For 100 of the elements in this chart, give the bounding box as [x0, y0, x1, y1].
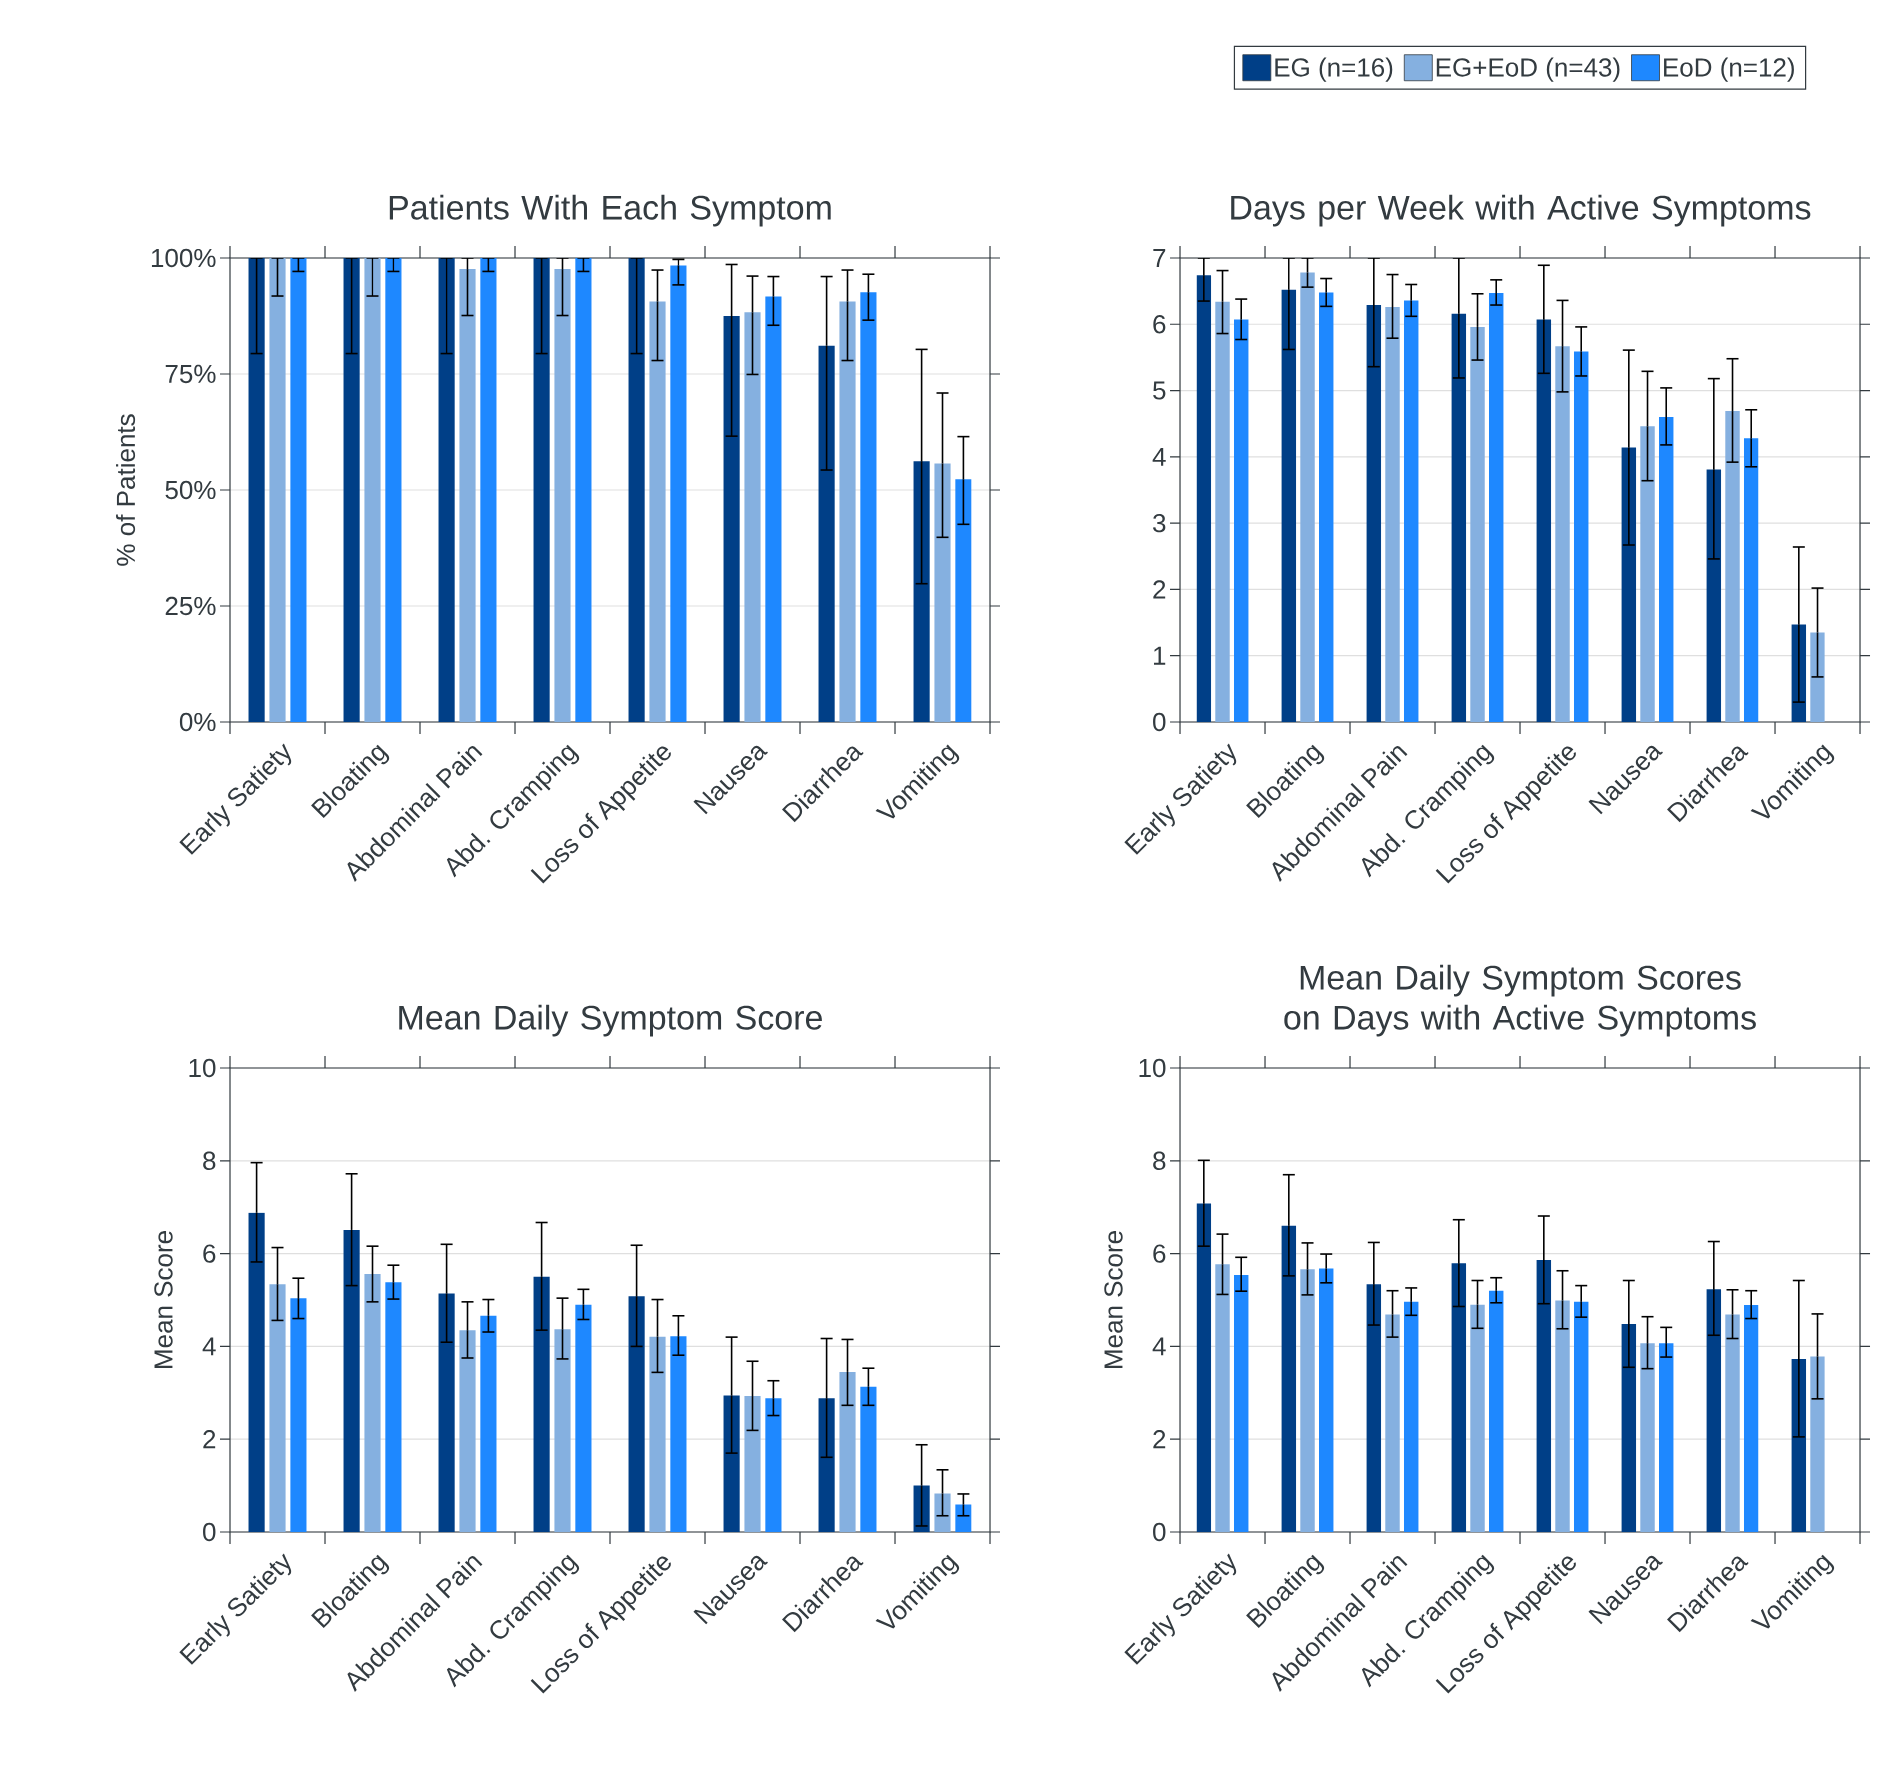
y-tick-label: 6 [1153, 315, 1166, 334]
bar [1658, 417, 1674, 722]
chart-title: Mean Daily Symptom Scores on Days with Active Symptoms [1284, 964, 1756, 1037]
bar [670, 265, 687, 722]
bar [913, 461, 930, 722]
chart-title: Patients With Each Symptom [389, 194, 831, 227]
bar [860, 1386, 877, 1532]
y-tick-label: 0 [1153, 712, 1166, 732]
bar [723, 315, 740, 722]
bar [1706, 469, 1722, 722]
y-tick-label: 7 [1153, 249, 1166, 267]
bar [1488, 1290, 1504, 1532]
y-tick-label: 2 [1153, 1430, 1166, 1449]
bar [1366, 305, 1382, 722]
bar [1555, 1300, 1570, 1532]
y-tick-label: 1 [1154, 646, 1166, 665]
bar [1281, 289, 1297, 722]
bar [765, 1398, 782, 1532]
bar [839, 301, 856, 722]
y-tick-label: 100% [151, 248, 216, 268]
bar [438, 257, 455, 722]
bar [1470, 1304, 1485, 1532]
bar [1725, 411, 1740, 722]
bar [1366, 1284, 1382, 1532]
bar [818, 345, 835, 722]
y-tick-label: 4 [1152, 1337, 1166, 1356]
bar [459, 1330, 476, 1532]
bar [364, 1274, 381, 1532]
bar [1215, 301, 1230, 722]
bar [480, 1315, 497, 1532]
bar [1810, 1356, 1825, 1532]
bar [248, 257, 265, 722]
bar [1403, 1301, 1419, 1532]
bar [765, 296, 782, 722]
bar [1744, 438, 1759, 722]
bar [1281, 1225, 1297, 1532]
bar [1536, 1260, 1552, 1532]
bar [1744, 1305, 1759, 1532]
bar [839, 1371, 856, 1532]
y-tick-label: 0 [1153, 1522, 1166, 1542]
bar [269, 257, 286, 722]
bar [955, 479, 972, 722]
bar [459, 269, 476, 722]
bar [1810, 632, 1825, 722]
bar [649, 301, 666, 722]
bar [1403, 300, 1419, 722]
bar [1488, 293, 1504, 722]
bar [385, 1282, 402, 1532]
bar [1470, 326, 1485, 722]
y-tick-label: 8 [203, 1151, 216, 1170]
bar [934, 463, 951, 722]
chart-title: Mean Daily Symptom Score [399, 1004, 822, 1037]
bar [575, 1304, 592, 1532]
bar [628, 1296, 645, 1532]
bar [290, 1298, 307, 1532]
y-tick-label: 8 [1153, 1151, 1166, 1170]
bar [1233, 1274, 1249, 1532]
bar [744, 1396, 761, 1532]
y-axis-title: Mean Score [1104, 1231, 1123, 1368]
bar [480, 257, 497, 722]
bar [343, 257, 360, 722]
bar [860, 292, 877, 722]
bar [1621, 1324, 1637, 1532]
y-tick-label: 2 [203, 1430, 216, 1449]
bar [1706, 1289, 1722, 1532]
bar [1385, 1314, 1400, 1532]
bar [1640, 1343, 1655, 1532]
bar [1233, 319, 1249, 722]
bar [269, 1284, 286, 1532]
bar [649, 1336, 666, 1532]
bar [1385, 307, 1400, 722]
bar [385, 257, 402, 722]
bar [1196, 1203, 1212, 1532]
bar [1725, 1314, 1740, 1532]
bar [1318, 292, 1334, 722]
y-tick-label: 75% [165, 364, 216, 384]
bar [1215, 1264, 1230, 1532]
y-tick-label: 6 [1153, 1244, 1166, 1263]
chart-title: Days per Week with Active Symptoms [1231, 194, 1811, 227]
bar [1640, 426, 1655, 722]
bar [554, 1329, 571, 1532]
bar [1196, 275, 1212, 722]
bar [1573, 1301, 1589, 1532]
legend-label: EoD (n=12) [1664, 57, 1794, 82]
bar [670, 1336, 687, 1532]
bar [1451, 313, 1467, 722]
bar [818, 1398, 835, 1532]
bar [575, 257, 592, 722]
y-tick-label: 0 [203, 1522, 216, 1542]
bar [1300, 1269, 1315, 1532]
bar [1791, 1358, 1807, 1532]
bar [723, 1395, 740, 1532]
bar [554, 269, 571, 722]
bar [1658, 1343, 1674, 1532]
y-tick-label: 6 [203, 1244, 216, 1263]
bar [248, 1212, 265, 1532]
bar [955, 1504, 972, 1532]
bar [364, 257, 381, 722]
y-tick-label: 50% [165, 480, 216, 500]
y-tick-label: 3 [1153, 513, 1166, 533]
